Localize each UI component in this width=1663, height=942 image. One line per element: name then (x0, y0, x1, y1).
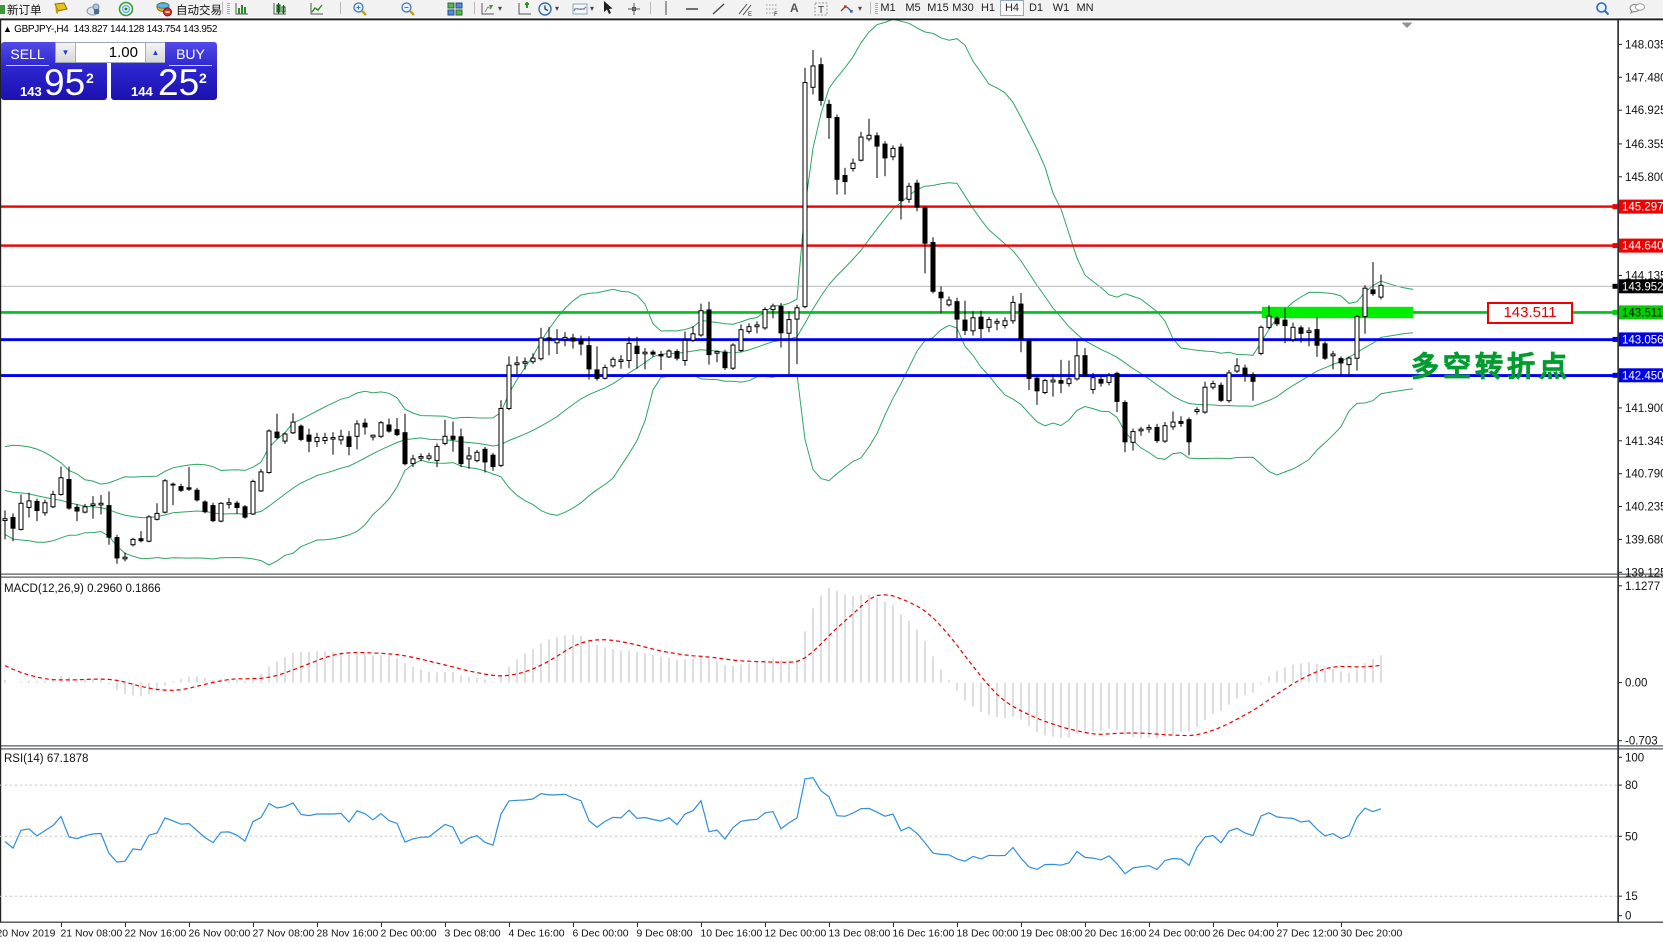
svg-text:146.355: 146.355 (1625, 139, 1663, 151)
svg-text:145.297: 145.297 (1622, 202, 1663, 214)
svg-text:20 Dec 16:00: 20 Dec 16:00 (1085, 929, 1147, 940)
svg-text:22 Nov 16:00: 22 Nov 16:00 (125, 929, 187, 940)
svg-text:1.1277: 1.1277 (1625, 581, 1660, 593)
svg-text:16 Dec 16:00: 16 Dec 16:00 (893, 929, 955, 940)
svg-text:24 Dec 00:00: 24 Dec 00:00 (1149, 929, 1211, 940)
svg-text:143.511: 143.511 (1622, 307, 1663, 319)
svg-text:142.450: 142.450 (1622, 370, 1663, 382)
svg-text:19 Dec 08:00: 19 Dec 08:00 (1021, 929, 1083, 940)
svg-text:139.125: 139.125 (1625, 567, 1663, 579)
svg-text:80: 80 (1625, 780, 1638, 792)
svg-text:146.925: 146.925 (1625, 105, 1663, 117)
svg-text:18 Dec 00:00: 18 Dec 00:00 (957, 929, 1019, 940)
svg-text:140.790: 140.790 (1625, 469, 1663, 481)
svg-text:-0.703: -0.703 (1625, 736, 1658, 748)
svg-text:4 Dec 16:00: 4 Dec 16:00 (509, 929, 565, 940)
svg-text:50: 50 (1625, 831, 1638, 843)
svg-text:27 Nov 08:00: 27 Nov 08:00 (253, 929, 315, 940)
svg-text:141.345: 141.345 (1625, 436, 1663, 448)
svg-text:T: T (818, 5, 824, 16)
svg-text:26 Dec 04:00: 26 Dec 04:00 (1213, 929, 1275, 940)
svg-text:12 Dec 00:00: 12 Dec 00:00 (765, 929, 827, 940)
svg-text:139.680: 139.680 (1625, 534, 1663, 546)
svg-text:10 Dec 16:00: 10 Dec 16:00 (701, 929, 763, 940)
svg-text:148.035: 148.035 (1625, 39, 1663, 51)
svg-text:143.056: 143.056 (1622, 334, 1663, 346)
svg-text:MACD(12,26,9) 0.2960 0.1866: MACD(12,26,9) 0.2960 0.1866 (4, 583, 161, 595)
svg-text:144.640: 144.640 (1622, 241, 1663, 253)
svg-text:141.900: 141.900 (1625, 403, 1663, 415)
svg-text:0.00: 0.00 (1625, 678, 1647, 690)
svg-text:140.235: 140.235 (1625, 502, 1663, 514)
svg-text:3 Dec 08:00: 3 Dec 08:00 (445, 929, 501, 940)
svg-text:26 Nov 00:00: 26 Nov 00:00 (189, 929, 251, 940)
svg-text:RSI(14) 67.1878: RSI(14) 67.1878 (4, 753, 88, 765)
svg-text:0: 0 (1625, 911, 1631, 923)
svg-text:27 Dec 12:00: 27 Dec 12:00 (1277, 929, 1339, 940)
svg-text:15: 15 (1625, 891, 1638, 903)
svg-text:20 Nov 2019: 20 Nov 2019 (0, 929, 56, 940)
svg-text:F: F (774, 12, 778, 17)
svg-text:E: E (748, 12, 752, 17)
svg-text:100: 100 (1625, 752, 1644, 764)
svg-text:28 Nov 16:00: 28 Nov 16:00 (317, 929, 379, 940)
svg-text:21 Nov 08:00: 21 Nov 08:00 (61, 929, 123, 940)
svg-text:145.800: 145.800 (1625, 172, 1663, 184)
svg-text:2 Dec 00:00: 2 Dec 00:00 (381, 929, 437, 940)
svg-text:9 Dec 08:00: 9 Dec 08:00 (637, 929, 693, 940)
svg-text:143.952: 143.952 (1622, 281, 1663, 293)
svg-text:13 Dec 08:00: 13 Dec 08:00 (829, 929, 891, 940)
svg-text:147.480: 147.480 (1625, 72, 1663, 84)
svg-text:6 Dec 00:00: 6 Dec 00:00 (573, 929, 629, 940)
svg-text:30 Dec 20:00: 30 Dec 20:00 (1341, 929, 1403, 940)
